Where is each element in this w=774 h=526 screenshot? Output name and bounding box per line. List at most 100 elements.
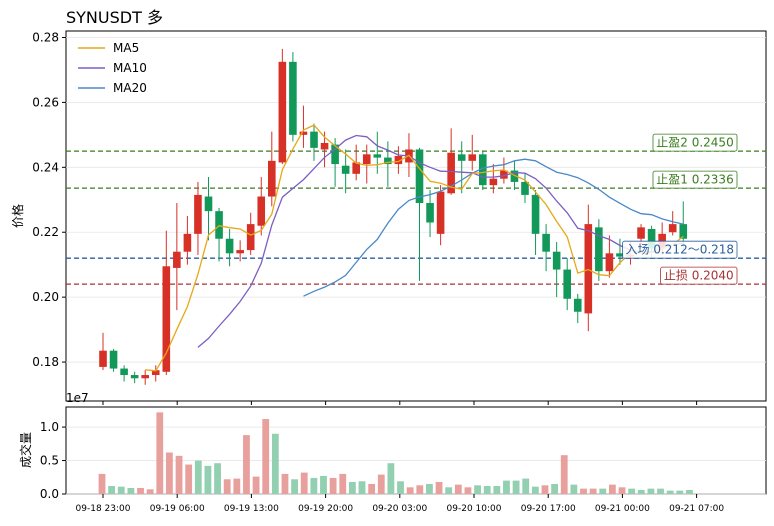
volume-offset-label: 1e7 [66,391,89,405]
volume-bar [156,412,164,494]
price-y-tick-label: 0.24 [32,160,59,174]
volume-bar [493,485,501,494]
volume-bar [329,477,337,494]
volume-bar [368,483,376,494]
volume-panel-frame [65,406,767,495]
volume-bar [522,478,530,494]
candle-body [99,350,107,367]
volume-bar [676,490,684,494]
candle-body [183,233,192,252]
volume-bar [686,489,693,494]
candle-body [120,368,128,376]
volume-bar [137,487,144,494]
level-tag-label: 止损 0.2040 [664,269,734,283]
level-tag-box [622,240,738,259]
x-tick-label: 09-20 17:00 [521,504,576,514]
x-tick-label: 09-21 00:00 [595,504,650,514]
volume-bar [233,478,241,494]
volume-bar [666,490,674,494]
volume-bar [435,481,443,494]
volume-bar [358,481,366,494]
volume-bar [214,463,221,494]
volume-bar [204,465,212,494]
candle-body [204,196,213,212]
volume-bar [117,486,125,494]
candle-body [500,170,508,179]
legend-label: MA10 [113,61,147,75]
x-tick-label: 09-19 20:00 [298,504,353,514]
moving-averages [145,124,684,372]
volume-bar [339,473,347,494]
volume-bar [416,485,424,494]
candle-body [289,61,297,135]
price-y-tick-label: 0.20 [32,290,59,304]
level-tag-box [652,170,738,189]
candle-body [236,250,244,254]
volume-bar [252,476,260,494]
volume-bar [310,477,318,494]
candle-body [679,224,688,239]
candle-body [173,251,181,268]
volume-bar [300,472,308,494]
x-tick-label: 09-20 03:00 [372,504,427,514]
volume-bar [291,479,298,494]
volume-bar [464,487,472,494]
volume-bar [98,473,106,494]
candle-body [584,224,593,314]
price-grid [66,37,766,363]
x-tick-label: 09-21 07:00 [669,504,724,514]
volume-y-tick-label: 0.5 [40,454,59,468]
candle-body [246,224,255,251]
candle-body [668,224,677,233]
volume-bar [387,463,395,494]
candle-body [162,266,171,372]
candle-body [225,238,234,254]
volume-bar [531,486,539,494]
volume-bars [98,412,693,494]
x-tick-label: 09-19 06:00 [150,504,205,514]
volume-y-tick-label: 1.0 [40,420,59,434]
price-candles [99,48,688,385]
volume-bar [551,483,559,494]
volume-bar [589,488,597,494]
volume-bar [108,485,116,494]
volume-bar [377,474,385,494]
candle-body [616,253,624,257]
volume-bar [454,484,462,494]
level-tag-box [660,266,738,285]
volume-y-tick-label: 0.0 [40,487,59,501]
level-tag-box [652,133,738,152]
x-tick-label: 09-18 23:00 [76,504,131,514]
volume-bar [426,483,433,494]
candle-body [426,203,434,223]
candle-body [341,165,350,174]
legend: MA5 MA10 MA20 [78,41,147,95]
volume-y-ticks: 0.0 0.5 1.0 [40,420,66,501]
ma5-line [145,124,684,372]
volume-bar [570,484,578,494]
price-y-tick-label: 0.26 [32,95,59,109]
candle-body [510,170,519,182]
volume-bar [560,455,568,494]
price-y-ticks: 0.18 0.20 0.22 0.24 0.26 0.28 [32,30,66,369]
volume-bar [657,488,664,494]
candle-body [447,152,455,194]
volume-axis-label: 成交量 [18,432,33,468]
volume-bar [580,488,587,494]
volume-bar [637,489,645,494]
candle-body [436,191,445,234]
volume-bar [223,479,231,494]
candle-body [573,298,582,312]
level-tag-label: 止盈1 0.2336 [656,173,733,187]
level-tag-label: 止盈2 0.2450 [656,136,733,150]
ma10-line [197,134,684,348]
volume-bar [271,433,279,494]
candle-body [384,157,392,165]
candle-body [320,142,329,150]
volume-bar [618,487,626,494]
volume-bar [512,480,520,494]
volume-bar [628,488,636,494]
price-y-tick-label: 0.22 [32,225,59,239]
candle-body [299,131,308,135]
